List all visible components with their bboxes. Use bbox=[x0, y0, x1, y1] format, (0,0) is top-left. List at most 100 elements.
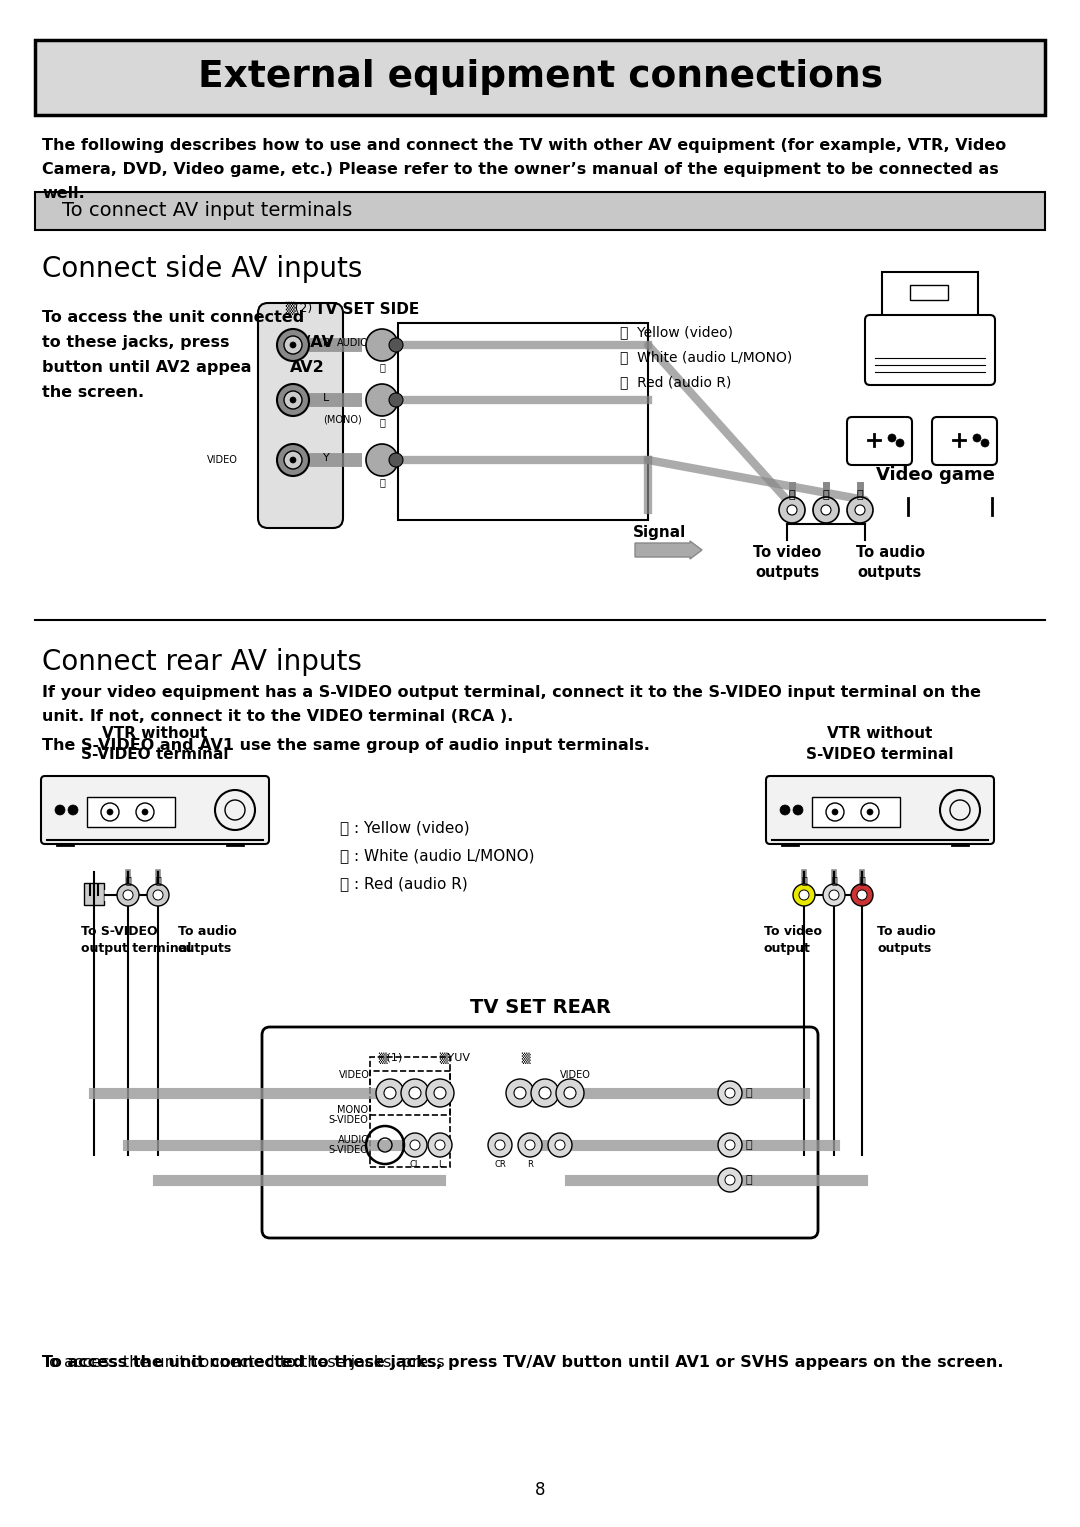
Text: Ⓡ: Ⓡ bbox=[856, 490, 863, 499]
Circle shape bbox=[780, 805, 789, 815]
Circle shape bbox=[376, 1080, 404, 1107]
Circle shape bbox=[888, 434, 896, 441]
Circle shape bbox=[389, 392, 403, 408]
Circle shape bbox=[507, 1080, 534, 1107]
Text: Connect rear AV inputs: Connect rear AV inputs bbox=[42, 647, 362, 676]
Text: MONO: MONO bbox=[337, 1106, 368, 1115]
Circle shape bbox=[276, 328, 309, 360]
Text: ▒(1): ▒(1) bbox=[378, 1054, 402, 1064]
Bar bbox=[910, 286, 948, 299]
Text: ⓨ: ⓨ bbox=[788, 490, 795, 499]
Text: Ⓦ: Ⓦ bbox=[832, 875, 837, 886]
Bar bbox=[399, 324, 648, 521]
Text: well.: well. bbox=[42, 186, 84, 202]
Text: Connect side AV inputs: Connect side AV inputs bbox=[42, 255, 363, 282]
Text: unit. If not, connect it to the VIDEO terminal (RCA ).: unit. If not, connect it to the VIDEO te… bbox=[42, 709, 513, 724]
Circle shape bbox=[291, 457, 296, 463]
Circle shape bbox=[896, 438, 904, 447]
Circle shape bbox=[779, 496, 805, 524]
Circle shape bbox=[813, 496, 839, 524]
Circle shape bbox=[389, 337, 403, 353]
Text: CL: CL bbox=[409, 1161, 420, 1170]
Circle shape bbox=[389, 454, 403, 467]
Text: Ⓡ: Ⓡ bbox=[379, 362, 384, 373]
FancyArrow shape bbox=[635, 541, 702, 559]
Text: Ⓦ  White (audio L/MONO): Ⓦ White (audio L/MONO) bbox=[620, 350, 793, 363]
Text: Ⓡ: Ⓡ bbox=[125, 875, 131, 886]
Circle shape bbox=[718, 1133, 742, 1157]
Circle shape bbox=[55, 805, 65, 815]
Text: To audio
outputs: To audio outputs bbox=[178, 925, 237, 954]
Text: TV/AV: TV/AV bbox=[282, 334, 335, 350]
Text: R: R bbox=[527, 1161, 532, 1170]
Text: Ⓡ : Red (audio R): Ⓡ : Red (audio R) bbox=[340, 876, 468, 890]
Circle shape bbox=[117, 884, 139, 906]
Circle shape bbox=[564, 1087, 576, 1099]
Text: L: L bbox=[323, 392, 329, 403]
Circle shape bbox=[718, 1081, 742, 1106]
Text: External equipment connections: External equipment connections bbox=[198, 60, 882, 95]
Text: Video game: Video game bbox=[876, 466, 995, 484]
Circle shape bbox=[366, 328, 399, 360]
Text: ⓨ: ⓨ bbox=[801, 875, 807, 886]
Circle shape bbox=[851, 884, 873, 906]
Text: ▒YUV: ▒YUV bbox=[440, 1054, 471, 1064]
Circle shape bbox=[284, 391, 302, 409]
Text: To S-VIDEO
output terminal: To S-VIDEO output terminal bbox=[81, 925, 191, 954]
Text: AUDIO: AUDIO bbox=[337, 337, 369, 348]
Text: To access the unit connected to these jacks, press TV/AV button until AV1 or SVH: To access the unit connected to these ja… bbox=[42, 1354, 1003, 1370]
Circle shape bbox=[539, 1087, 551, 1099]
Text: Ⓦ: Ⓦ bbox=[823, 490, 829, 499]
FancyBboxPatch shape bbox=[847, 417, 912, 466]
Text: S-VIDEO: S-VIDEO bbox=[328, 1115, 368, 1125]
Text: TV SET SIDE: TV SET SIDE bbox=[315, 302, 419, 318]
Circle shape bbox=[718, 1168, 742, 1193]
Bar bbox=[370, 1057, 450, 1167]
Text: VIDEO: VIDEO bbox=[561, 1070, 591, 1080]
FancyBboxPatch shape bbox=[766, 776, 994, 844]
Text: the screen.: the screen. bbox=[42, 385, 144, 400]
Circle shape bbox=[366, 444, 399, 476]
Circle shape bbox=[799, 890, 809, 899]
Circle shape bbox=[426, 1080, 454, 1107]
FancyBboxPatch shape bbox=[262, 1028, 818, 1238]
Text: AV2: AV2 bbox=[291, 360, 325, 376]
Text: VTR without
S-VIDEO terminal: VTR without S-VIDEO terminal bbox=[81, 725, 229, 762]
Text: To video
output: To video output bbox=[764, 925, 822, 954]
FancyBboxPatch shape bbox=[865, 315, 995, 385]
Circle shape bbox=[531, 1080, 559, 1107]
Circle shape bbox=[973, 434, 981, 441]
Circle shape bbox=[410, 1141, 420, 1150]
Text: The S-VIDEO and AV1 use the same group of audio input terminals.: The S-VIDEO and AV1 use the same group o… bbox=[42, 738, 650, 753]
Text: AUDIO: AUDIO bbox=[338, 1135, 370, 1145]
Circle shape bbox=[787, 505, 797, 515]
FancyBboxPatch shape bbox=[35, 40, 1045, 115]
Circle shape bbox=[291, 342, 296, 348]
Text: L: L bbox=[437, 1161, 443, 1170]
Circle shape bbox=[725, 1141, 735, 1150]
Text: Ⓦ: Ⓦ bbox=[156, 875, 161, 886]
Text: To connect AV input terminals: To connect AV input terminals bbox=[62, 202, 352, 220]
Text: To audio
outputs: To audio outputs bbox=[855, 545, 924, 580]
Text: to these jacks, press: to these jacks, press bbox=[42, 334, 229, 350]
Text: S-VIDEO: S-VIDEO bbox=[328, 1145, 368, 1154]
Circle shape bbox=[435, 1141, 445, 1150]
Bar bbox=[84, 883, 104, 906]
Circle shape bbox=[434, 1087, 446, 1099]
Circle shape bbox=[823, 884, 845, 906]
Circle shape bbox=[832, 809, 838, 815]
Circle shape bbox=[518, 1133, 542, 1157]
Circle shape bbox=[556, 1080, 584, 1107]
Circle shape bbox=[403, 1133, 427, 1157]
Text: Ⓡ  Red (audio R): Ⓡ Red (audio R) bbox=[620, 376, 731, 389]
Circle shape bbox=[829, 890, 839, 899]
Text: Ⓦ: Ⓦ bbox=[379, 417, 384, 428]
Bar bbox=[370, 1070, 450, 1115]
Bar bbox=[812, 797, 900, 828]
Text: 8: 8 bbox=[535, 1481, 545, 1500]
Text: If your video equipment has a S-VIDEO output terminal, connect it to the S-VIDEO: If your video equipment has a S-VIDEO ou… bbox=[42, 686, 981, 699]
Text: Ⓡ: Ⓡ bbox=[745, 1174, 752, 1185]
Text: VIDEO: VIDEO bbox=[339, 1070, 370, 1080]
Text: VTR without
S-VIDEO terminal: VTR without S-VIDEO terminal bbox=[807, 725, 954, 762]
Circle shape bbox=[555, 1141, 565, 1150]
